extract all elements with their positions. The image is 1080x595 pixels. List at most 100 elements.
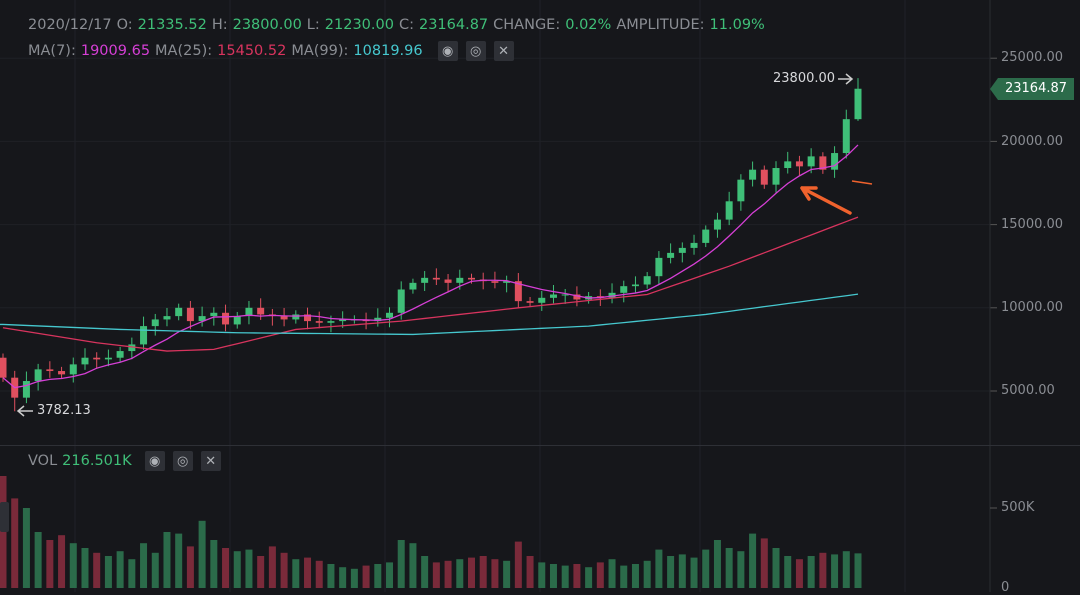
candle-body <box>842 119 850 154</box>
candle-body <box>163 316 171 320</box>
low-label: L: <box>306 17 320 33</box>
change-value: 0.02% <box>565 17 612 33</box>
candle-body <box>561 294 569 296</box>
volume-bar <box>350 568 358 588</box>
volume-bar <box>327 564 335 588</box>
volume-bar <box>456 559 464 588</box>
volume-bar <box>198 520 206 588</box>
candle-body <box>116 351 124 358</box>
candle-body <box>772 168 780 185</box>
volume-tick: 500K <box>1001 500 1035 515</box>
candle-body <box>245 307 253 317</box>
candle-body <box>104 357 112 360</box>
candle-body <box>198 316 206 322</box>
volume-bar <box>772 548 780 588</box>
candle-body <box>432 277 440 280</box>
volume-bar <box>362 565 370 588</box>
candle-body <box>631 284 639 287</box>
candle-body <box>186 307 194 322</box>
candle-body <box>22 381 30 398</box>
high-value: 23800.00 <box>232 17 302 33</box>
volume-bar <box>163 532 171 588</box>
volume-bar <box>186 546 194 588</box>
candle-body <box>725 201 733 220</box>
candle-body <box>315 321 323 323</box>
annotation-arrow-icon <box>800 186 852 215</box>
volume-header: VOL 216.501K ◉ ◎ ✕ <box>28 451 221 471</box>
volume-bar <box>690 557 698 588</box>
volume-bar <box>280 552 288 588</box>
eye-icon[interactable]: ◉ <box>437 41 458 61</box>
close-icon[interactable]: ✕ <box>493 41 514 61</box>
volume-bar <box>116 551 124 588</box>
ma99-line <box>0 293 859 336</box>
volume-bar <box>34 532 42 588</box>
volume-bar <box>268 546 276 588</box>
price-tick: 20000.00 <box>1001 134 1064 149</box>
change-label: CHANGE: <box>493 17 561 33</box>
candle-body <box>690 242 698 248</box>
volume-bar <box>702 549 710 588</box>
volume-bar <box>386 562 394 588</box>
candle-body <box>210 312 218 317</box>
candle-body <box>608 292 616 298</box>
price-tick: 5000.00 <box>1001 383 1055 398</box>
candle-body <box>151 319 159 327</box>
volume-bar <box>725 548 733 588</box>
ma25-line <box>2 216 859 352</box>
candle-body <box>526 301 534 303</box>
low-arrow-icon <box>16 405 33 417</box>
candle-body <box>421 277 429 283</box>
amplitude-value: 11.09% <box>709 17 765 33</box>
volume-bar <box>151 552 159 588</box>
candle-body <box>514 281 522 302</box>
volume-bar <box>432 562 440 588</box>
candle-body <box>702 229 710 243</box>
volume-bar <box>795 559 803 588</box>
volume-tick: 0 <box>1001 580 1010 595</box>
ma25-label: MA(25): <box>155 43 213 59</box>
volume-bar <box>561 565 569 588</box>
volume-bar <box>737 551 745 588</box>
candle-body <box>339 319 347 322</box>
candle-body <box>655 257 663 277</box>
candle-body <box>304 314 312 322</box>
volume-bar <box>842 551 850 588</box>
candle-body <box>69 364 77 375</box>
candle-body <box>737 179 745 202</box>
volume-bar <box>409 543 417 588</box>
volume-bar <box>222 548 230 588</box>
candle-body <box>222 312 230 325</box>
volume-bar <box>854 553 862 588</box>
volume-bar <box>538 562 546 588</box>
eye-icon[interactable]: ◉ <box>144 451 165 471</box>
settings-icon[interactable]: ◎ <box>172 451 193 471</box>
ma99-label: MA(99): <box>291 43 349 59</box>
candle-body <box>678 247 686 253</box>
candle-body <box>257 307 265 315</box>
candle-body <box>233 316 241 325</box>
close-icon[interactable]: ✕ <box>200 451 221 471</box>
candle-body <box>327 321 335 323</box>
volume-bar <box>503 560 511 588</box>
volume-bar <box>807 556 815 588</box>
volume-bar <box>257 556 265 588</box>
volume-bar <box>479 556 487 588</box>
volume-bar <box>104 556 112 588</box>
candle-body <box>749 169 757 180</box>
volume-bar <box>467 557 475 588</box>
high-arrow-icon <box>838 73 854 85</box>
date: 2020/12/17 <box>28 17 112 33</box>
candle-body <box>819 156 827 170</box>
settings-icon[interactable]: ◎ <box>465 41 486 61</box>
volume-bar <box>526 556 534 588</box>
volume-bar <box>596 562 604 588</box>
candle-body <box>58 371 66 375</box>
pane-collapse-handle <box>0 502 9 532</box>
open-label: O: <box>116 17 133 33</box>
candle-body <box>784 161 792 169</box>
candle-body <box>807 156 815 167</box>
volume-bar <box>631 564 639 588</box>
volume-bar <box>128 559 136 588</box>
